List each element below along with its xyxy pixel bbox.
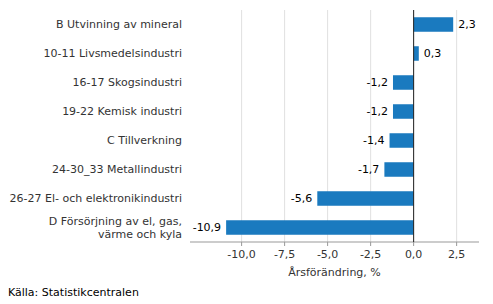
tick-mark xyxy=(370,242,371,246)
data-label: -1,7 xyxy=(358,163,379,176)
category-label: 10-11 Livsmedelsindustri xyxy=(43,47,182,60)
y-axis: D Försörjning av el, gas,värme och kyla 2… xyxy=(10,18,182,241)
category-label: 24-30_33 Metallindustri xyxy=(52,163,182,176)
category-label: D Försörjning av el, gas,värme och kyla xyxy=(49,215,182,241)
bar xyxy=(414,17,454,32)
axis-line xyxy=(190,242,479,243)
tick-label: -2,5 xyxy=(360,248,381,261)
tick-mark xyxy=(456,242,457,246)
grid-line xyxy=(284,10,285,242)
tick-label: -7,5 xyxy=(274,248,295,261)
tick-mark xyxy=(241,242,242,246)
x-axis-title: Årsförändring, % xyxy=(288,266,381,279)
category-label: 26-27 El- och elektronikindustri xyxy=(10,192,182,205)
grid-line xyxy=(456,10,457,242)
bar xyxy=(317,191,413,206)
chart: -10,0 -7,5 -5,0 -2,5 0,0 2,5 -10,9 -5,6 -1,7 -1,4… xyxy=(0,0,493,304)
tick-mark xyxy=(327,242,328,246)
grid-line xyxy=(413,10,414,242)
tick-label: -10,0 xyxy=(227,248,255,261)
data-labels: -10,9 -5,6 -1,7 -1,4 -1,2 -1,2 0,3 2,3 xyxy=(193,18,476,234)
data-label: -1,2 xyxy=(367,105,388,118)
source-note: Källa: Statistikcentralen xyxy=(8,286,139,299)
data-label: -1,4 xyxy=(363,134,384,147)
category-label: B Utvinning av mineral xyxy=(56,18,182,31)
bar xyxy=(414,46,419,61)
tick-label: 0,0 xyxy=(405,248,423,261)
grid-line xyxy=(370,10,371,242)
data-label: -5,6 xyxy=(291,192,312,205)
bar xyxy=(393,75,414,90)
x-axis: -10,0 -7,5 -5,0 -2,5 0,0 2,5 xyxy=(190,242,479,261)
tick-label: -5,0 xyxy=(317,248,338,261)
data-label: -1,2 xyxy=(367,76,388,89)
grid-line xyxy=(241,10,242,242)
chart-container: -10,0 -7,5 -5,0 -2,5 0,0 2,5 -10,9 -5,6 -1,7 -1,4… xyxy=(0,0,493,304)
category-label: 16-17 Skogsindustri xyxy=(73,76,182,89)
category-label: C Tillverkning xyxy=(107,134,182,147)
data-label: 2,3 xyxy=(458,18,476,31)
tick-label: 2,5 xyxy=(448,248,466,261)
category-label: 19-22 Kemisk industri xyxy=(62,105,182,118)
grid-line xyxy=(327,10,328,242)
tick-mark xyxy=(413,242,414,246)
grid xyxy=(242,10,457,242)
tick-mark xyxy=(284,242,285,246)
bar xyxy=(390,133,414,148)
data-label: -10,9 xyxy=(193,221,221,234)
bar xyxy=(226,220,414,235)
bar xyxy=(384,162,413,177)
zero-line xyxy=(413,10,414,242)
bars xyxy=(226,17,453,235)
bar xyxy=(393,104,414,119)
data-label: 0,3 xyxy=(424,47,442,60)
